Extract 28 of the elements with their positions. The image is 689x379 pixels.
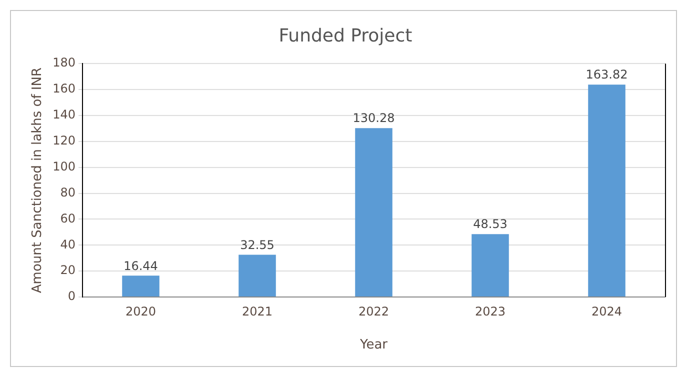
y-axis-title: Amount Sanctioned in lakhs of INR xyxy=(30,67,46,294)
x-axis-title: Year xyxy=(358,338,388,353)
y-tick-label: 140 xyxy=(52,108,76,122)
data-label: 32.55 xyxy=(240,238,274,252)
bar xyxy=(122,276,160,296)
data-label: 16.44 xyxy=(124,258,158,273)
bar xyxy=(472,234,509,296)
y-tick-label: 40 xyxy=(60,237,76,252)
data-label: 163.82 xyxy=(586,68,628,82)
bar xyxy=(588,84,626,296)
data-label: 48.53 xyxy=(473,217,508,232)
y-tick-label: 20 xyxy=(60,263,76,278)
y-tick-label: 60 xyxy=(60,211,76,226)
x-tick-label: 2022 xyxy=(358,304,390,318)
y-tick-label: 80 xyxy=(60,185,76,200)
data-label: 130.28 xyxy=(352,111,395,126)
x-tick-label: 2020 xyxy=(125,304,156,318)
y-tick-label: 100 xyxy=(52,159,76,174)
bar xyxy=(238,254,276,296)
x-tick-label: 2024 xyxy=(591,304,622,318)
y-tick-label: 0 xyxy=(68,289,76,304)
chart-title: Funded Project xyxy=(278,25,412,46)
bar xyxy=(355,128,392,296)
y-tick-label: 120 xyxy=(52,134,76,148)
y-tick-label: 160 xyxy=(52,82,76,96)
x-tick-label: 2023 xyxy=(474,304,506,318)
x-tick-label: 2021 xyxy=(242,304,273,318)
y-tick-label: 180 xyxy=(52,56,76,70)
